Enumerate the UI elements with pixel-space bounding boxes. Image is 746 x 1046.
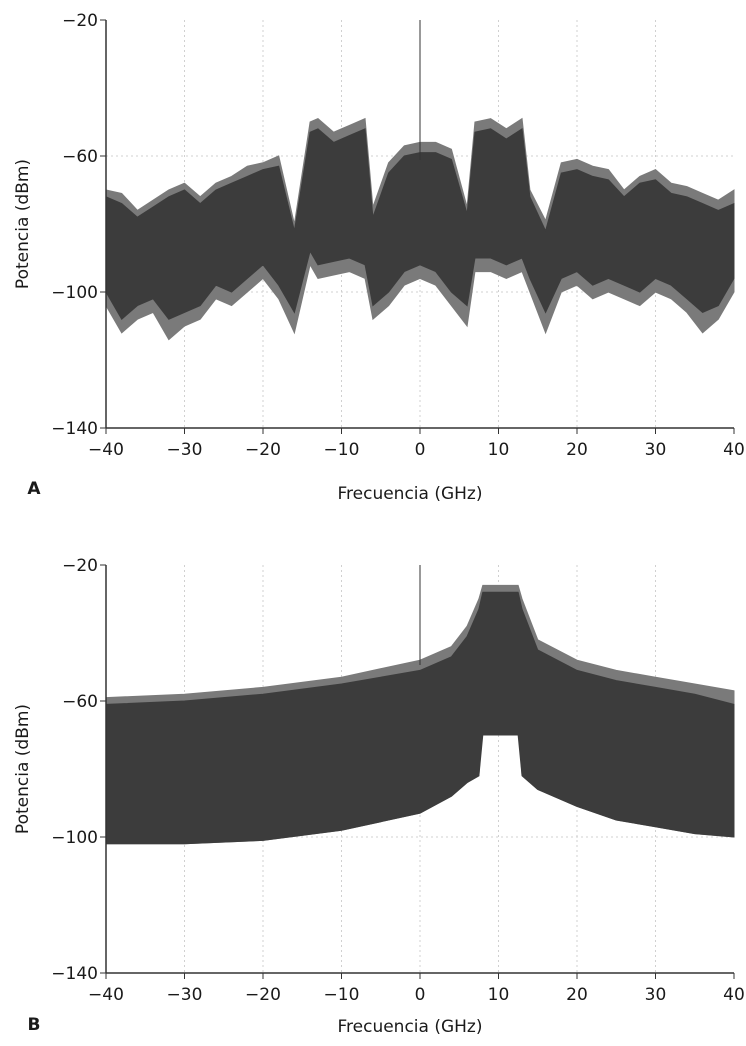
x-tick-label: 30 bbox=[645, 440, 667, 460]
x-tick-label: 30 bbox=[645, 985, 667, 1005]
x-tick-label: −30 bbox=[167, 440, 203, 460]
y-tick-label: −140 bbox=[51, 419, 98, 439]
x-tick-label: 20 bbox=[566, 440, 588, 460]
spectrum-band-2 bbox=[105, 127, 735, 320]
y-tick-label: −20 bbox=[62, 11, 98, 31]
x-tick-label: 20 bbox=[566, 985, 588, 1005]
x-tick-label: −40 bbox=[88, 440, 124, 460]
panel-A: −40 −30 −20 −10 0 10 20 30 40−140−100−60−20Frecu… bbox=[13, 11, 745, 504]
y-tick-label: −100 bbox=[51, 283, 98, 303]
panel-B: −40 −30 −20 −10 0 10 20 30 40−140−100−60−20Frecu… bbox=[13, 556, 745, 1037]
x-axis-label: Frecuencia (GHz) bbox=[337, 484, 482, 504]
x-tick-label: 40 bbox=[723, 985, 745, 1005]
x-tick-label: −40 bbox=[88, 985, 124, 1005]
x-axis-label: Frecuencia (GHz) bbox=[337, 1017, 482, 1037]
y-tick-label: −140 bbox=[51, 964, 98, 984]
x-tick-label: −20 bbox=[245, 440, 281, 460]
y-axis-label: Potencia (dBm) bbox=[13, 704, 33, 834]
y-tick-label: −60 bbox=[62, 147, 98, 167]
x-tick-label: −10 bbox=[324, 440, 360, 460]
spectrum-band-2 bbox=[105, 591, 735, 845]
panel-label: A bbox=[27, 479, 41, 499]
panel-label: B bbox=[28, 1015, 41, 1035]
y-axis-label: Potencia (dBm) bbox=[13, 159, 33, 289]
x-tick-label: 40 bbox=[723, 440, 745, 460]
x-tick-label: −30 bbox=[167, 985, 203, 1005]
x-tick-label: 10 bbox=[488, 440, 510, 460]
x-tick-label: 0 bbox=[415, 440, 426, 460]
x-tick-label: −20 bbox=[245, 985, 281, 1005]
x-tick-label: −10 bbox=[324, 985, 360, 1005]
y-tick-label: −100 bbox=[51, 828, 98, 848]
y-tick-label: −20 bbox=[62, 556, 98, 576]
x-tick-label: 10 bbox=[488, 985, 510, 1005]
x-tick-label: 0 bbox=[415, 985, 426, 1005]
y-tick-label: −60 bbox=[62, 692, 98, 712]
